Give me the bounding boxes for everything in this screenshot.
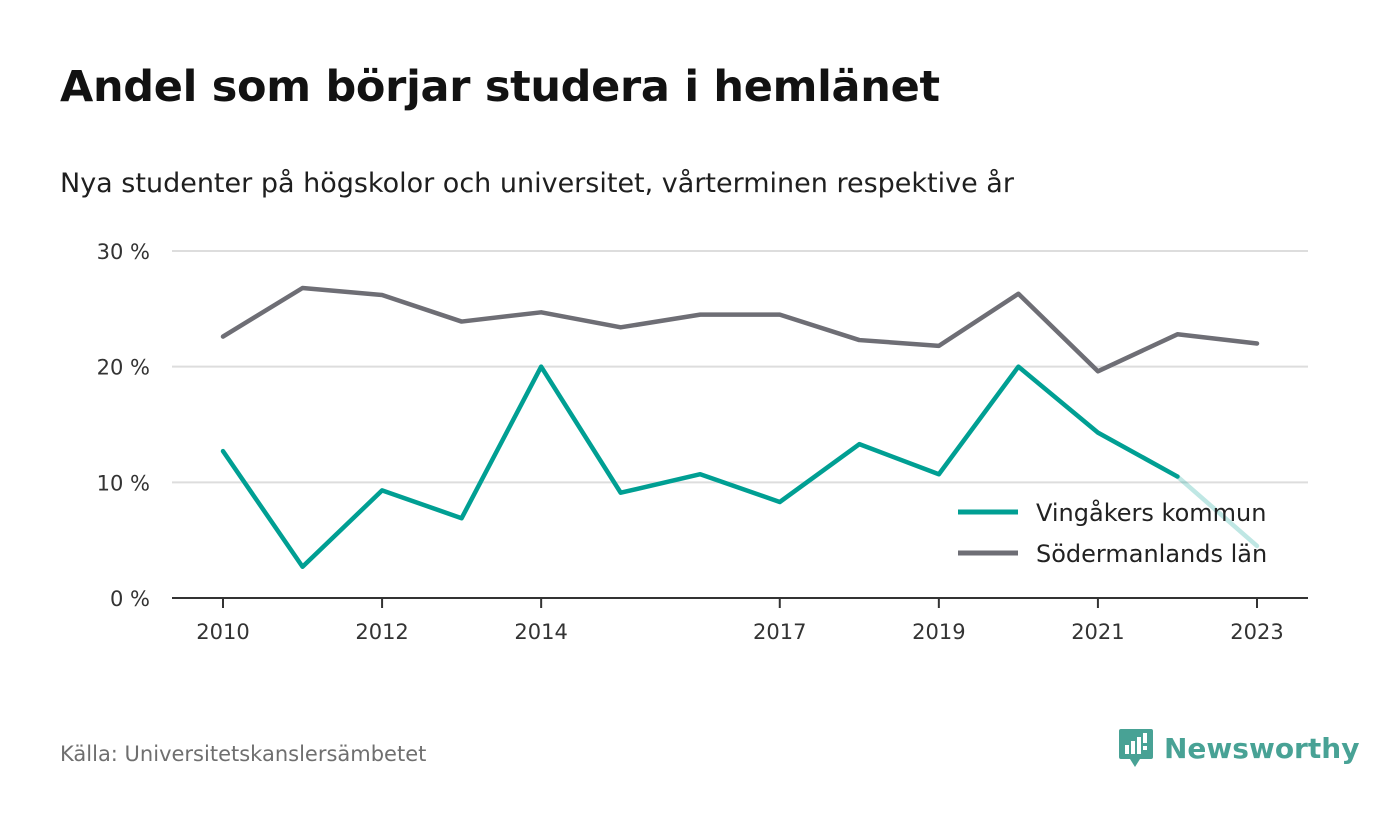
- legend-label-sodermanlands-lan: Södermanlands län: [1036, 540, 1267, 568]
- series-faded-segment-vingakers-kommun: [1175, 474, 1260, 549]
- source-note: Källa: Universitetskanslersämbetet: [60, 742, 427, 766]
- series-line-sodermanlands-lan: [220, 285, 1260, 374]
- x-tick-label: 2010: [196, 620, 249, 644]
- x-tick-label: 2014: [514, 620, 567, 644]
- grid-layer: [172, 250, 1308, 484]
- newsworthy-logo-icon: [1119, 729, 1153, 767]
- legend-label-vingakers-kommun: Vingåkers kommun: [1036, 498, 1266, 527]
- y-tick-label: 20 %: [97, 356, 150, 380]
- chart-subtitle: Nya studenter på högskolor och universit…: [60, 168, 1014, 199]
- x-tick-label: 2023: [1230, 620, 1283, 644]
- axis-layer: 0 % 10 % 20 % 30 % 2010 2012 2014 2017 2019 2021 2…: [97, 240, 1308, 644]
- brand-name: Newsworthy: [1164, 731, 1360, 765]
- x-tick-label: 2019: [912, 620, 965, 644]
- y-tick-label: 30 %: [97, 240, 150, 264]
- y-tick-label: 0 %: [110, 587, 150, 611]
- x-tick-label: 2021: [1071, 620, 1124, 644]
- series-layer: [220, 285, 1260, 570]
- series-line-vingakers-kommun: [220, 364, 1180, 570]
- legend: Vingåkers kommun Södermanlands län: [958, 498, 1267, 568]
- y-tick-label: 10 %: [97, 471, 150, 495]
- chart-title: Andel som börjar studera i hemlänet: [60, 62, 940, 112]
- x-tick-label: 2017: [753, 620, 806, 644]
- x-tick-label: 2012: [355, 620, 408, 644]
- brand-logo: Newsworthy: [1118, 727, 1359, 769]
